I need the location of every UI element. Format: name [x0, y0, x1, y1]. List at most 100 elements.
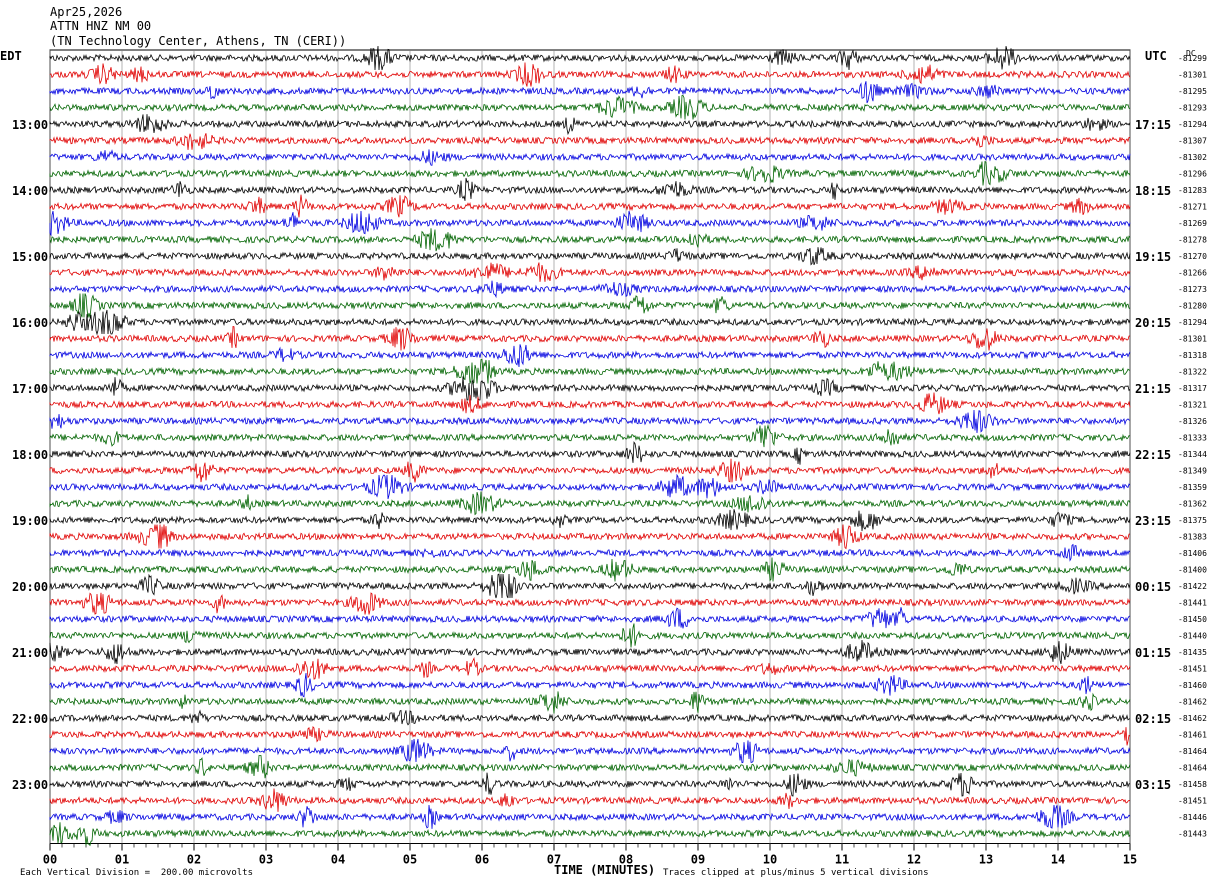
dc-offset-label: -81349: [1178, 467, 1207, 476]
station-location: (TN Technology Center, Athens, TN (CERI)…: [50, 34, 347, 48]
seismic-trace: [49, 623, 1131, 648]
x-tick-label: 00: [43, 853, 57, 867]
dc-offset-label: -81443: [1178, 830, 1207, 839]
seismic-trace: [49, 309, 1131, 336]
dc-offset-label: -81318: [1178, 351, 1207, 360]
x-tick-label: 07: [547, 853, 561, 867]
dc-offset-label: -81400: [1178, 566, 1207, 575]
seismic-trace: [49, 210, 1131, 237]
right-hour-label: 19:15: [1135, 250, 1171, 264]
x-tick-label: 14: [1051, 853, 1065, 867]
seismic-trace: [49, 95, 1131, 120]
right-hour-label: 18:15: [1135, 184, 1171, 198]
right-hour-label: 03:15: [1135, 778, 1171, 792]
dc-offset-label: -81293: [1178, 104, 1207, 113]
dc-offset-label: -81270: [1178, 252, 1207, 261]
x-axis-title: TIME (MINUTES): [554, 863, 656, 877]
dc-offset-label: -81375: [1178, 516, 1207, 525]
right-hour-label: 22:15: [1135, 448, 1171, 462]
left-hour-label: 20:00: [12, 580, 48, 594]
axis-labels: 00 01 02 03 04 05 06 07 08 09 10 11 12 13 14 15 -81299 -8…: [12, 54, 1207, 867]
dc-offset-label: -81450: [1178, 615, 1207, 624]
x-tick-label: 01: [115, 853, 129, 867]
right-hour-label: 17:15: [1135, 118, 1171, 132]
seismic-trace: [49, 822, 1131, 847]
seismic-trace: [49, 607, 1131, 629]
x-tick-label: 05: [403, 853, 417, 867]
seismic-trace: [49, 194, 1131, 218]
seismic-trace: [49, 160, 1131, 186]
seismic-trace: [49, 441, 1131, 465]
right-hour-label: 00:15: [1135, 580, 1171, 594]
dc-offset-label: -81446: [1178, 813, 1207, 822]
dc-offset-label: -81294: [1178, 318, 1207, 327]
dc-column-label: DC: [1186, 49, 1196, 58]
seismic-trace: [49, 557, 1131, 582]
dc-offset-label: -81406: [1178, 549, 1207, 558]
right-timezone-label: UTC: [1145, 49, 1167, 63]
left-hour-label: 16:00: [12, 316, 48, 330]
left-hour-label: 23:00: [12, 778, 48, 792]
left-timezone-label: EDT: [0, 49, 22, 63]
dc-offset-label: -81322: [1178, 368, 1207, 377]
dc-offset-label: -81266: [1178, 269, 1207, 278]
seismic-trace: [49, 804, 1131, 829]
dc-offset-label: -81271: [1178, 203, 1207, 212]
dc-offset-label: -81422: [1178, 582, 1207, 591]
seismic-traces: [49, 45, 1131, 847]
left-hour-label: 22:00: [12, 712, 48, 726]
right-hour-label: 23:15: [1135, 514, 1171, 528]
seismic-trace: [49, 657, 1131, 680]
seismic-trace: [49, 788, 1131, 812]
x-tick-label: 06: [475, 853, 489, 867]
seismic-trace: [49, 344, 1131, 368]
seismic-trace: [49, 62, 1131, 87]
seismic-trace: [49, 524, 1131, 550]
dc-offset-label: -81299: [1178, 54, 1207, 63]
dc-offset-label: -81295: [1178, 87, 1207, 96]
x-tick-label: 10: [763, 853, 777, 867]
seismic-trace: [49, 509, 1131, 532]
seismic-trace: [49, 177, 1131, 201]
x-tick-label: 13: [979, 853, 993, 867]
seismic-trace: [49, 592, 1131, 615]
dc-offset-label: -81344: [1178, 450, 1207, 459]
dc-offset-label: -81317: [1178, 384, 1207, 393]
seismic-trace: [49, 458, 1131, 483]
seismic-trace: [49, 409, 1131, 434]
seismic-trace: [49, 543, 1131, 562]
seismic-trace: [49, 738, 1131, 764]
dc-offset-label: -81440: [1178, 632, 1207, 641]
seismic-trace: [49, 149, 1131, 166]
dc-offset-label: -81283: [1178, 186, 1207, 195]
dc-offset-label: -81435: [1178, 648, 1207, 657]
right-hour-label: 01:15: [1135, 646, 1171, 660]
dc-offset-label: -81278: [1178, 236, 1207, 245]
x-tick-label: 11: [835, 853, 849, 867]
seismic-trace: [49, 726, 1131, 746]
dc-offset-label: -81301: [1178, 71, 1207, 80]
dc-offset-label: -81464: [1178, 747, 1207, 756]
x-tick-label: 12: [907, 853, 921, 867]
x-tick-label: 09: [691, 853, 705, 867]
seismic-trace: [49, 359, 1131, 385]
seismic-trace: [49, 392, 1131, 415]
plot-frame: [49, 49, 1131, 844]
dc-offset-label: -81280: [1178, 302, 1207, 311]
seismic-trace: [49, 293, 1131, 318]
x-tick-label: 02: [187, 853, 201, 867]
dc-offset-label: -81269: [1178, 219, 1207, 228]
seismic-trace: [49, 672, 1131, 698]
seismic-trace: [49, 709, 1131, 726]
seismic-trace: [49, 262, 1131, 282]
seismic-trace: [49, 691, 1131, 714]
seismic-trace: [49, 247, 1131, 266]
seismic-trace: [49, 573, 1131, 599]
left-hour-label: 17:00: [12, 382, 48, 396]
dc-offset-label: -81296: [1178, 170, 1207, 179]
dc-offset-label: -81307: [1178, 137, 1207, 146]
dc-offset-label: -81326: [1178, 417, 1207, 426]
dc-offset-label: -81458: [1178, 780, 1207, 789]
dc-offset-label: -81321: [1178, 401, 1207, 410]
dc-offset-label: -81294: [1178, 120, 1207, 129]
